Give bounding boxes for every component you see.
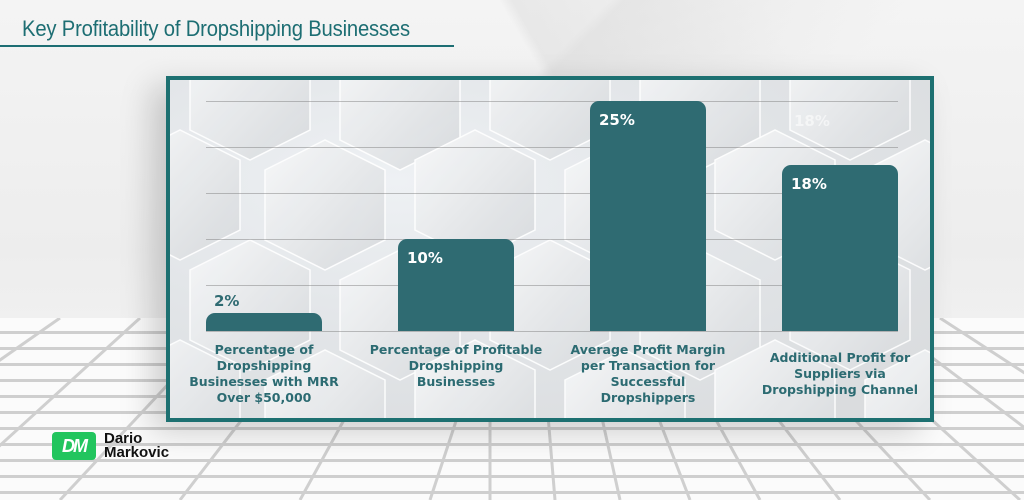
bar-value-label: 18%: [791, 175, 827, 193]
page-title: Key Profitability of Dropshipping Busine…: [22, 16, 410, 41]
gridline-15: [206, 193, 898, 194]
dm-logo-icon: DM: [52, 432, 96, 460]
category-label: Average Profit Margin per Transaction fo…: [558, 342, 738, 406]
label-line: Dropshipping: [408, 358, 504, 373]
category-label: Percentage of Profitable Dropshipping Bu…: [366, 342, 546, 390]
label-line: Dropshippers: [600, 390, 696, 405]
bar-value-label: 25%: [599, 111, 635, 129]
bar-value-label: 10%: [407, 249, 443, 267]
label-line: Percentage of: [214, 342, 314, 357]
bar-profitable-businesses: 10%: [398, 239, 514, 331]
brand-name-line1: Dario: [104, 430, 143, 447]
gridline-10: [206, 239, 898, 240]
label-line: Successful: [610, 374, 686, 389]
ghost-value-label: 18%: [794, 112, 830, 130]
label-line: Dropshipping: [216, 358, 312, 373]
label-line: Businesses with MRR: [189, 374, 339, 389]
category-label: Additional Profit for Suppliers via Drop…: [750, 350, 930, 398]
bar-value-label: 2%: [214, 292, 240, 310]
label-line: Average Profit Margin: [570, 342, 726, 357]
baseline: [206, 331, 898, 332]
label-line: Suppliers via: [794, 366, 886, 381]
label-line: Businesses: [416, 374, 496, 389]
gridline-20: [206, 147, 898, 148]
chart-frame: 18% 2% 10% 25% 18% Percentage of Dropshi…: [166, 76, 934, 422]
title-underline: [0, 45, 454, 47]
plot-area: 18% 2% 10% 25% 18% Percentage of Dropshi…: [170, 80, 930, 418]
bar-average-profit-margin: 25%: [590, 101, 706, 331]
bar-mrr-over-50k: [206, 313, 322, 331]
label-line: Additional Profit for: [769, 350, 911, 365]
gridline-5: [206, 285, 898, 286]
label-line: Dropshipping Channel: [761, 382, 919, 397]
category-label: Percentage of Dropshipping Businesses wi…: [174, 342, 354, 406]
label-line: per Transaction for: [580, 358, 716, 373]
brand-name-line2: Markovic: [104, 444, 170, 461]
bar-supplier-additional-profit: 18%: [782, 165, 898, 331]
gridline-25: [206, 101, 898, 102]
brand-name: Dario Markovic: [104, 430, 170, 461]
label-line: Over $50,000: [216, 390, 312, 405]
brand-logo: DM Dario Markovic: [52, 430, 170, 461]
label-line: Percentage of Profitable: [369, 342, 543, 357]
